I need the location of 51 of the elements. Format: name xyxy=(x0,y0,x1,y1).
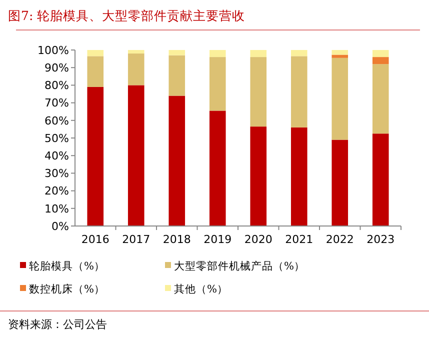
bar xyxy=(128,85,144,226)
y-tick-label: 70% xyxy=(44,96,69,110)
bar xyxy=(168,55,186,96)
bar xyxy=(87,56,104,87)
x-tick-label: 2019 xyxy=(204,233,232,246)
bar xyxy=(332,54,348,58)
bar xyxy=(209,57,226,111)
bar xyxy=(290,50,308,56)
x-tick-label: 2020 xyxy=(244,233,272,246)
bar xyxy=(332,140,348,226)
x-tick-label: 2017 xyxy=(122,233,150,246)
x-tick-label: 2018 xyxy=(162,233,191,246)
bar xyxy=(290,127,308,226)
legend-label: 大型零部件机械产品（%） xyxy=(174,260,305,273)
x-tick-label: 2016 xyxy=(81,233,110,246)
bar xyxy=(209,110,226,226)
x-tick-label: 2021 xyxy=(285,233,314,246)
y-tick-label: 60% xyxy=(44,114,69,128)
y-tick-label: 30% xyxy=(44,167,69,180)
bar xyxy=(372,134,389,226)
x-tick-label: 2023 xyxy=(366,233,395,246)
y-tick-label: 0% xyxy=(52,220,69,233)
chart-title: 图7: 轮胎模具、大型零部件贡献主要营收 xyxy=(8,8,246,23)
bar xyxy=(87,50,104,56)
bar xyxy=(87,86,104,226)
y-tick-label: 100% xyxy=(38,44,69,57)
bar xyxy=(332,58,348,140)
bar xyxy=(372,50,389,58)
bar xyxy=(250,126,267,226)
y-tick-label: 80% xyxy=(44,79,69,92)
text: 资料来源：公司公告 xyxy=(8,318,107,331)
bar xyxy=(372,64,389,134)
bar xyxy=(372,57,389,64)
bar xyxy=(332,50,348,55)
y-tick-label: 50% xyxy=(44,132,69,145)
bar xyxy=(250,50,267,58)
bar xyxy=(168,50,186,56)
x-tick-label: 2022 xyxy=(326,233,354,246)
bar xyxy=(290,56,308,128)
bar xyxy=(168,96,186,226)
y-tick-label: 20% xyxy=(44,184,69,198)
bar xyxy=(209,50,226,58)
y-tick-label: 90% xyxy=(44,61,69,74)
bar xyxy=(128,50,144,54)
bar xyxy=(128,54,144,86)
legend-label: 数控机床（%） xyxy=(29,282,105,296)
legend-label: 轮胎模具（%） xyxy=(29,260,105,273)
y-tick-label: 10% xyxy=(44,202,69,216)
y-tick-label: 40% xyxy=(44,149,69,162)
legend-label: 其他（%） xyxy=(174,282,228,296)
bar xyxy=(250,57,267,127)
